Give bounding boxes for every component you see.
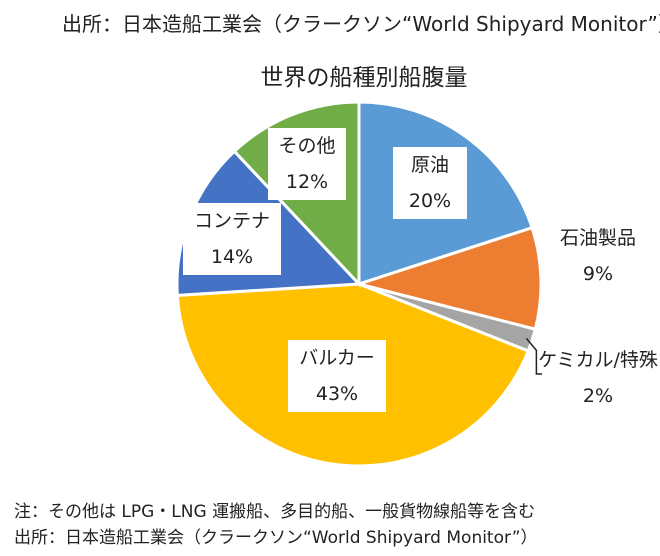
slice-label-box [183,203,281,275]
pie-slice-2 [353,225,543,332]
slice-label-6: その他 12% [268,128,346,200]
slice-value-label: 9% [583,263,613,285]
slice-value-label: 2% [583,385,613,407]
slice-category-label: バルカー [299,347,374,369]
slice-value-label: 14% [211,246,253,268]
slice-category-label: 原油 [411,154,449,176]
slice-label-3: ケミカル/特殊 2% [538,349,658,407]
slice-label-box [288,340,386,412]
slice-category-label: その他 [278,135,335,157]
slice-label-box [268,128,346,200]
slice-label-box [393,147,467,219]
footnote: 注：その他は LPG・LNG 運搬船、多目的船、一般貨物線船等を含む [14,502,536,522]
slice-value-label: 12% [286,171,328,193]
source-caption-top: 出所：日本造船工業会（クラークソン“World Shipyard Monitor… [62,12,660,36]
slice-category-label: 石油製品 [560,227,636,249]
slice-category-label: ケミカル/特殊 [538,349,658,371]
slice-label-4: バルカー 43% [288,340,386,412]
slice-label-5: コンテナ 14% [183,203,281,275]
slice-value-label: 43% [316,383,358,405]
chart-title: 世界の船種別船腹量 [260,65,468,91]
source-caption-bottom: 出所：日本造船工業会（クラークソン“World Shipyard Monitor… [14,528,538,548]
slice-label-2: 石油製品 9% [560,227,636,285]
slice-label-1: 原油 20% [393,147,467,219]
callout-line-3 [525,337,542,375]
slice-category-label: コンテナ [194,210,270,232]
slice-value-label: 20% [409,190,451,212]
